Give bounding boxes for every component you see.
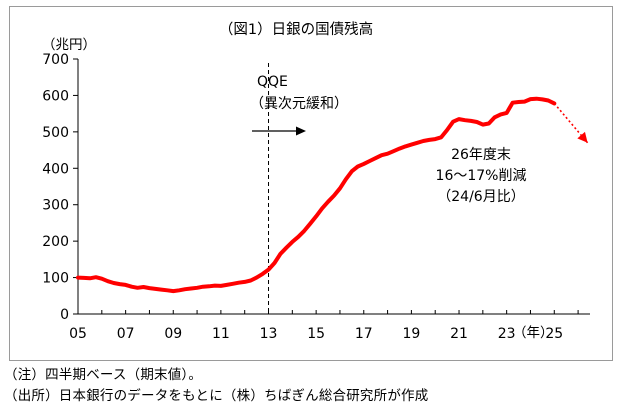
footnote-note: （注）四半期ベース（期末値）。 — [4, 367, 203, 383]
x-tick-label: 07 — [117, 326, 135, 342]
x-tick-label: 17 — [355, 326, 373, 342]
chart-svg: （図1）日銀の国債残高 （兆円） （年） 0 100 200 300 400 500 600… — [42, 21, 590, 342]
qqe-sublabel: （異次元緩和） — [250, 96, 348, 112]
x-tick-label: 13 — [260, 326, 278, 342]
chart-frame: （図1）日銀の国債残高 （兆円） （年） 0 100 200 300 400 500 600… — [9, 6, 613, 361]
x-tick-label: 11 — [212, 326, 230, 342]
footnote-source: （出所）日本銀行のデータをもとに（株）ちばぎん総合研究所が作成 — [4, 388, 429, 404]
x-tick-label: 19 — [402, 326, 420, 342]
reduction-label-percent: 16～17%削減 — [436, 167, 527, 184]
reduction-label-base: （24/6月比） — [437, 189, 524, 205]
x-tick-label: 09 — [164, 326, 182, 342]
qqe-arrow-head — [296, 126, 306, 136]
projection-arrow-head — [577, 131, 588, 143]
jgb-holdings-line — [76, 96, 557, 294]
reduction-label-year: 26年度末 — [451, 147, 511, 163]
y-axis-title: （兆円） — [42, 37, 96, 53]
reduction-annotation: 26年度末 16～17%削減 （24/6月比） — [436, 147, 527, 205]
y-tick-label: 100 — [42, 271, 69, 287]
axes: 0 100 200 300 400 500 600 700 05 07 09 11 13 15 17 19 21… — [42, 52, 590, 342]
y-tick-label: 600 — [42, 88, 69, 104]
y-tick-label: 700 — [42, 52, 69, 68]
x-tick-label: 25 — [545, 326, 563, 342]
y-tick-label: 0 — [60, 307, 69, 323]
qqe-annotation: QQE （異次元緩和） — [250, 74, 348, 136]
qqe-label: QQE — [257, 74, 288, 90]
x-tick-label: 23 — [498, 326, 516, 342]
y-tick-label: 200 — [42, 234, 69, 250]
y-tick-label: 500 — [42, 125, 69, 141]
series-group — [76, 96, 589, 294]
x-tick-label: 15 — [307, 326, 325, 342]
y-tick-label: 300 — [42, 198, 69, 214]
x-tick-label: 21 — [450, 326, 468, 342]
x-tick-label: 05 — [69, 326, 87, 342]
chart-title: （図1）日銀の国債残高 — [219, 21, 373, 38]
x-axis-title: （年） — [513, 325, 554, 341]
y-tick-label: 400 — [42, 161, 69, 177]
